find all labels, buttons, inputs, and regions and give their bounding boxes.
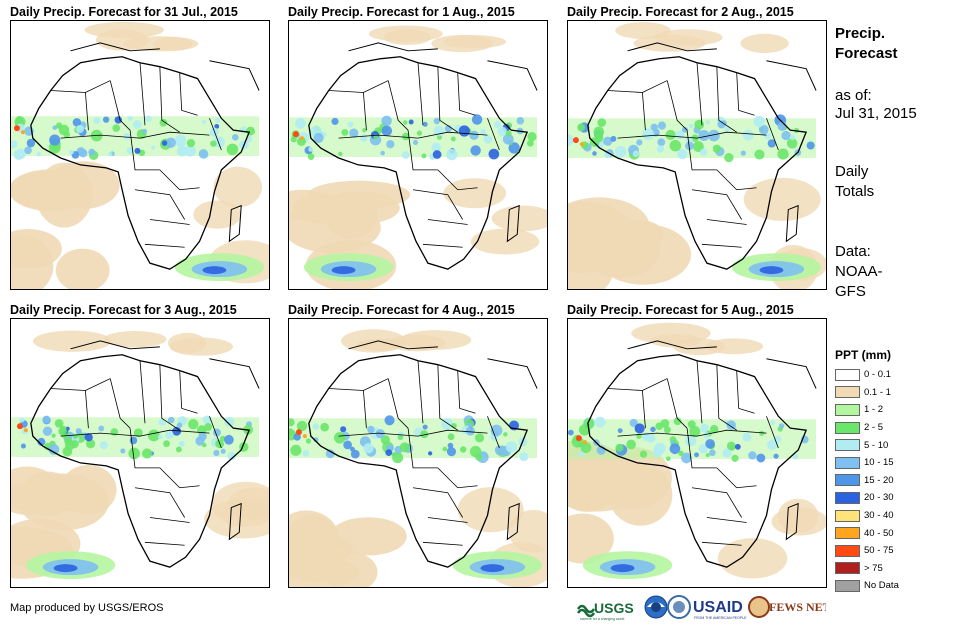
forecast-map-panel: Daily Precip. Forecast for 5 Aug., 2015 [567,302,837,602]
agency-logos: USGS science for a changing world USAID … [576,595,826,621]
data-line: Data: [835,243,871,260]
usaid-tagline: FROM THE AMERICAN PEOPLE [694,616,747,620]
legend-item: > 75 [835,560,899,578]
daily-line: Daily [835,163,869,180]
legend-swatch [835,579,860,592]
fews-text: FEWS NET [769,600,826,614]
legend-swatch [835,474,860,487]
data-line: GFS [835,283,866,300]
legend-swatch [835,509,860,522]
usaid-logo: USAID FROM THE AMERICAN PEOPLE [693,599,747,620]
usgs-tagline: science for a changing world [580,617,624,621]
legend-item: 5 - 10 [835,436,899,454]
legend-item: 50 - 75 [835,542,899,560]
forecast-map-panel: Daily Precip. Forecast for 3 Aug., 2015 [10,302,280,602]
doi-seal [667,595,691,619]
sidebar-title-line: Precip. [835,25,886,42]
africa-precip-map [288,20,548,290]
precip-legend: 0 - 0.1 0.1 - 1 1 - 2 2 - 5 5 - 10 10 - 15 15 … [835,366,899,595]
africa-precip-map [10,318,270,588]
legend-item: 10 - 15 [835,454,899,472]
legend-item: 40 - 50 [835,524,899,542]
legend-swatch [835,562,860,575]
usgs-logo: USGS science for a changing world [576,600,634,621]
africa-precip-map [567,20,827,290]
legend-label: 20 - 30 [864,492,894,504]
legend-swatch [835,491,860,504]
forecast-map-panel: Daily Precip. Forecast for 1 Aug., 2015 [288,4,558,304]
legend-swatch [835,403,860,416]
asof-label: as of: [835,87,872,104]
usgs-text: USGS [594,600,634,616]
panel-title: Daily Precip. Forecast for 2 Aug., 2015 [567,5,794,19]
africa-precip-map [567,318,827,588]
panel-title: Daily Precip. Forecast for 5 Aug., 2015 [567,303,794,317]
legend-item: 20 - 30 [835,489,899,507]
legend-item: 0.1 - 1 [835,384,899,402]
noaa-logo [644,595,668,619]
legend-item: 0 - 0.1 [835,366,899,384]
legend-swatch [835,439,860,452]
legend-label: 1 - 2 [864,404,884,416]
legend-swatch [835,544,860,557]
africa-precip-map [10,20,270,290]
forecast-map-panel: Daily Precip. Forecast for 4 Aug., 2015 [288,302,558,602]
legend-swatch [835,456,860,469]
daily-totals-label: Daily Totals [835,162,915,202]
africa-precip-map [288,318,548,588]
legend-swatch [835,527,860,540]
legend-item: 1 - 2 [835,401,899,419]
legend-label: 0.1 - 1 [864,386,891,398]
legend-item: 2 - 5 [835,419,899,437]
legend-title: PPT (mm) [835,348,892,362]
data-source-label: Data: NOAA- GFS [835,242,905,302]
data-line: NOAA- [835,263,883,280]
legend-swatch [835,386,860,399]
asof-date: Jul 31, 2015 [835,105,917,122]
legend-item: 15 - 20 [835,472,899,490]
daily-line: Totals [835,183,875,200]
legend-label: 30 - 40 [864,510,894,522]
legend-label: 15 - 20 [864,474,894,486]
legend-item: 30 - 40 [835,507,899,525]
sidebar-title-line: Forecast [835,45,898,62]
legend-label: 50 - 75 [864,545,894,557]
legend-label: 40 - 50 [864,527,894,539]
legend-label: 0 - 0.1 [864,369,891,381]
usaid-text: USAID [693,599,743,616]
sidebar-title: Precip. Forecast [835,24,945,64]
legend-item: No Data [835,577,899,595]
forecast-map-panel: Daily Precip. Forecast for 31 Jul., 2015 [10,4,280,304]
legend-label: No Data [864,580,899,592]
legend-swatch [835,421,860,434]
panel-title: Daily Precip. Forecast for 3 Aug., 2015 [10,303,237,317]
legend-label: 2 - 5 [864,422,884,434]
legend-label: 5 - 10 [864,439,889,451]
panel-title: Daily Precip. Forecast for 31 Jul., 2015 [10,5,238,19]
forecast-map-panel: Daily Precip. Forecast for 2 Aug., 2015 [567,4,837,304]
fews-net-logo: FEWS NET [748,596,826,618]
panel-title: Daily Precip. Forecast for 4 Aug., 2015 [288,303,515,317]
legend-label: 10 - 15 [864,457,894,469]
legend-label: > 75 [864,562,883,574]
panel-title: Daily Precip. Forecast for 1 Aug., 2015 [288,5,515,19]
credit-text: Map produced by USGS/EROS [10,602,164,614]
legend-swatch [835,368,860,381]
